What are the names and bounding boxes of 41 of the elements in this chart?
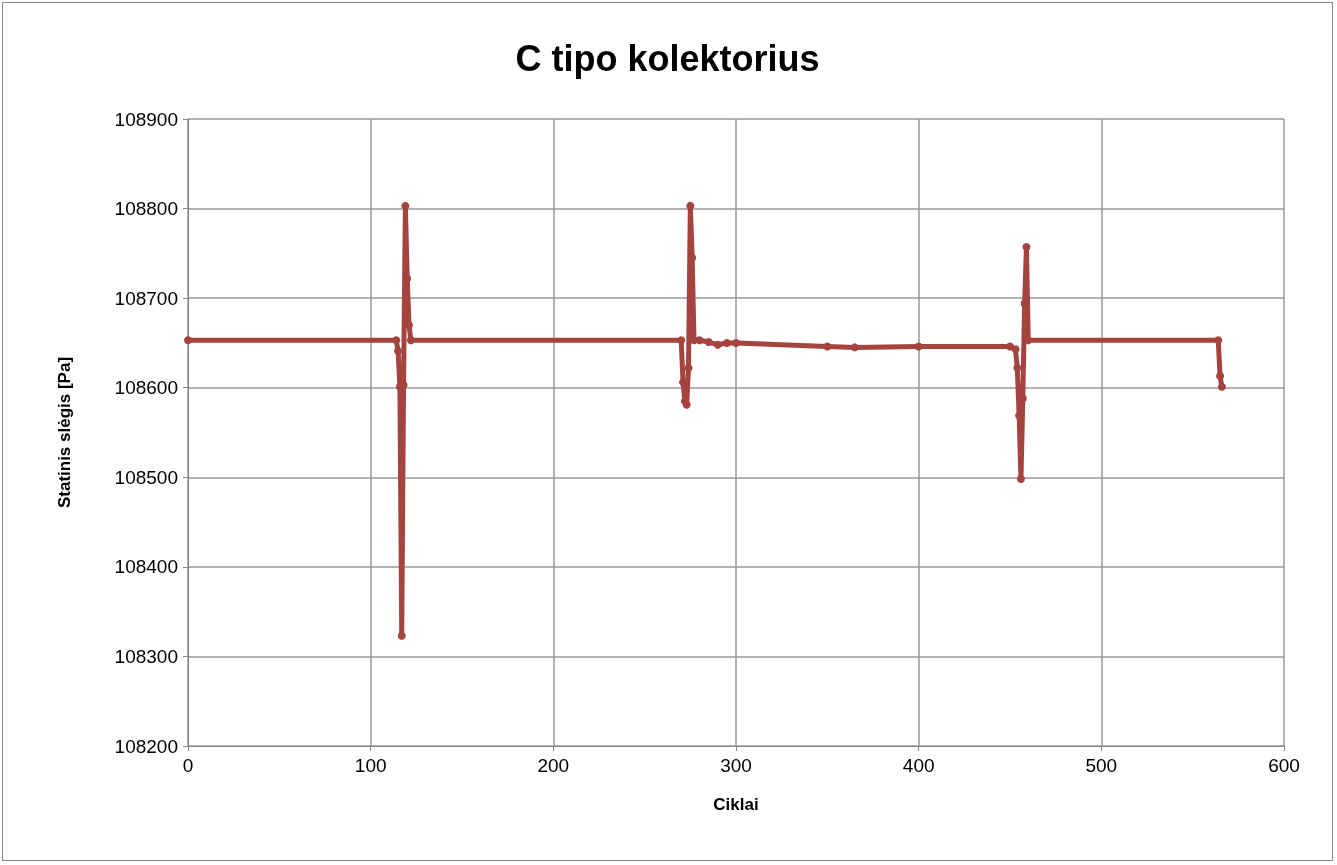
point [397, 631, 406, 640]
y-tick-label: 108300 [114, 645, 178, 667]
x-tick-label: 200 [537, 755, 570, 776]
point [1214, 336, 1223, 345]
point [684, 364, 693, 373]
x-axis-title: Ciklai [713, 795, 759, 814]
point [695, 336, 704, 345]
point [722, 338, 731, 347]
y-tick-label: 108700 [114, 287, 178, 309]
y-axis-title: Statinis slėgis [Pa] [55, 356, 74, 509]
y-tick-label: 108200 [114, 735, 178, 757]
point [732, 338, 740, 347]
x-tick-label: 600 [1268, 755, 1300, 776]
x-tick-label: 500 [1085, 755, 1118, 776]
y-tick-label: 108800 [114, 198, 178, 220]
point [1217, 382, 1226, 391]
point [686, 201, 695, 210]
point [1016, 475, 1025, 484]
point [850, 343, 859, 352]
y-tick-label: 108600 [114, 377, 178, 399]
point [394, 346, 403, 355]
point [823, 342, 832, 351]
chart-title: C tipo kolektorius [515, 37, 820, 79]
point [677, 336, 686, 345]
point [1216, 372, 1225, 381]
point [1011, 345, 1020, 354]
point [406, 336, 415, 345]
y-tick-label: 108900 [114, 108, 178, 130]
point [401, 201, 410, 210]
x-tick-label: 300 [720, 755, 752, 776]
y-tick-label: 108400 [114, 556, 178, 578]
point [704, 338, 713, 347]
point [392, 336, 401, 345]
point [184, 336, 192, 345]
point [914, 342, 923, 351]
x-tick-label: 400 [902, 755, 935, 776]
point [713, 340, 722, 349]
x-tick-label: 100 [354, 755, 387, 776]
y-tick-label: 108500 [114, 466, 178, 488]
x-tick-label: 0 [182, 755, 194, 776]
point [405, 321, 414, 330]
